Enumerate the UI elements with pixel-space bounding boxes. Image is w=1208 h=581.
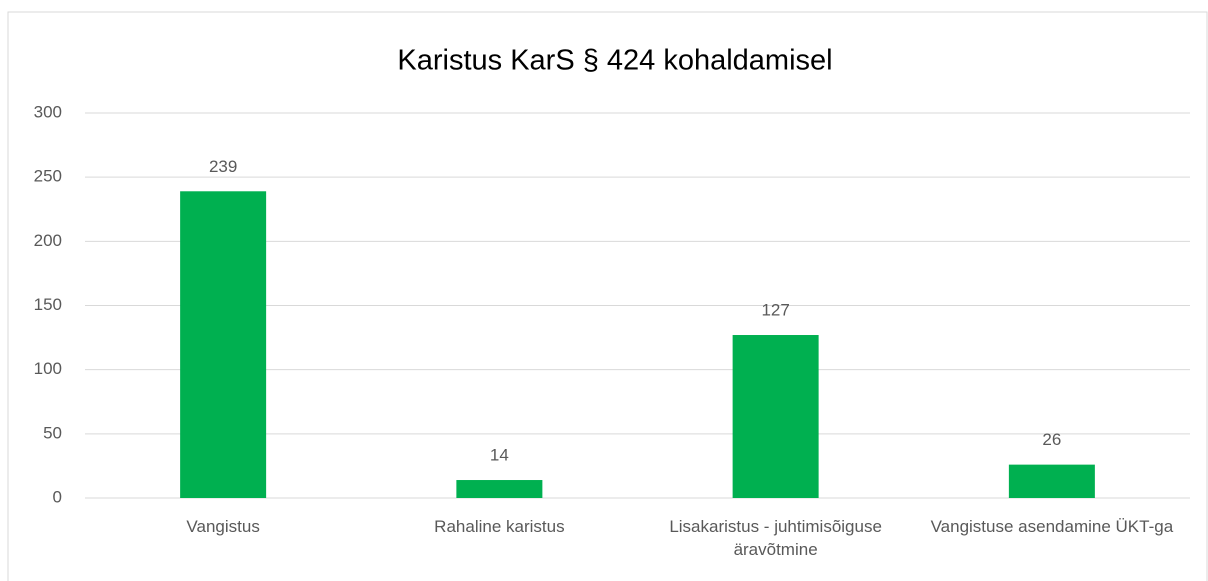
y-tick-label: 250 [34,167,62,186]
y-tick-label: 100 [34,359,62,378]
chart-title: Karistus KarS § 424 kohaldamisel [397,45,832,77]
x-tick-label: Lisakaristus - juhtimisõiguse äravõtmine [669,517,882,559]
data-label: 127 [761,301,789,320]
bar [732,335,819,498]
y-tick-label: 50 [43,423,62,442]
y-tick-label: 300 [34,102,62,121]
y-tick-label: 150 [34,295,62,314]
bar [456,480,543,498]
x-tick-label: Vangistus [186,517,259,536]
data-label: 239 [209,157,237,176]
y-tick-label: 200 [34,231,62,250]
x-tick-label: Vangistuse asendamine ÜKT-ga [931,517,1174,536]
data-label: 26 [1042,430,1061,449]
bar [180,191,267,499]
x-tick-label: Rahaline karistus [434,517,564,536]
y-tick-label: 0 [53,487,62,506]
bar [1008,464,1095,498]
data-label: 14 [490,446,509,465]
